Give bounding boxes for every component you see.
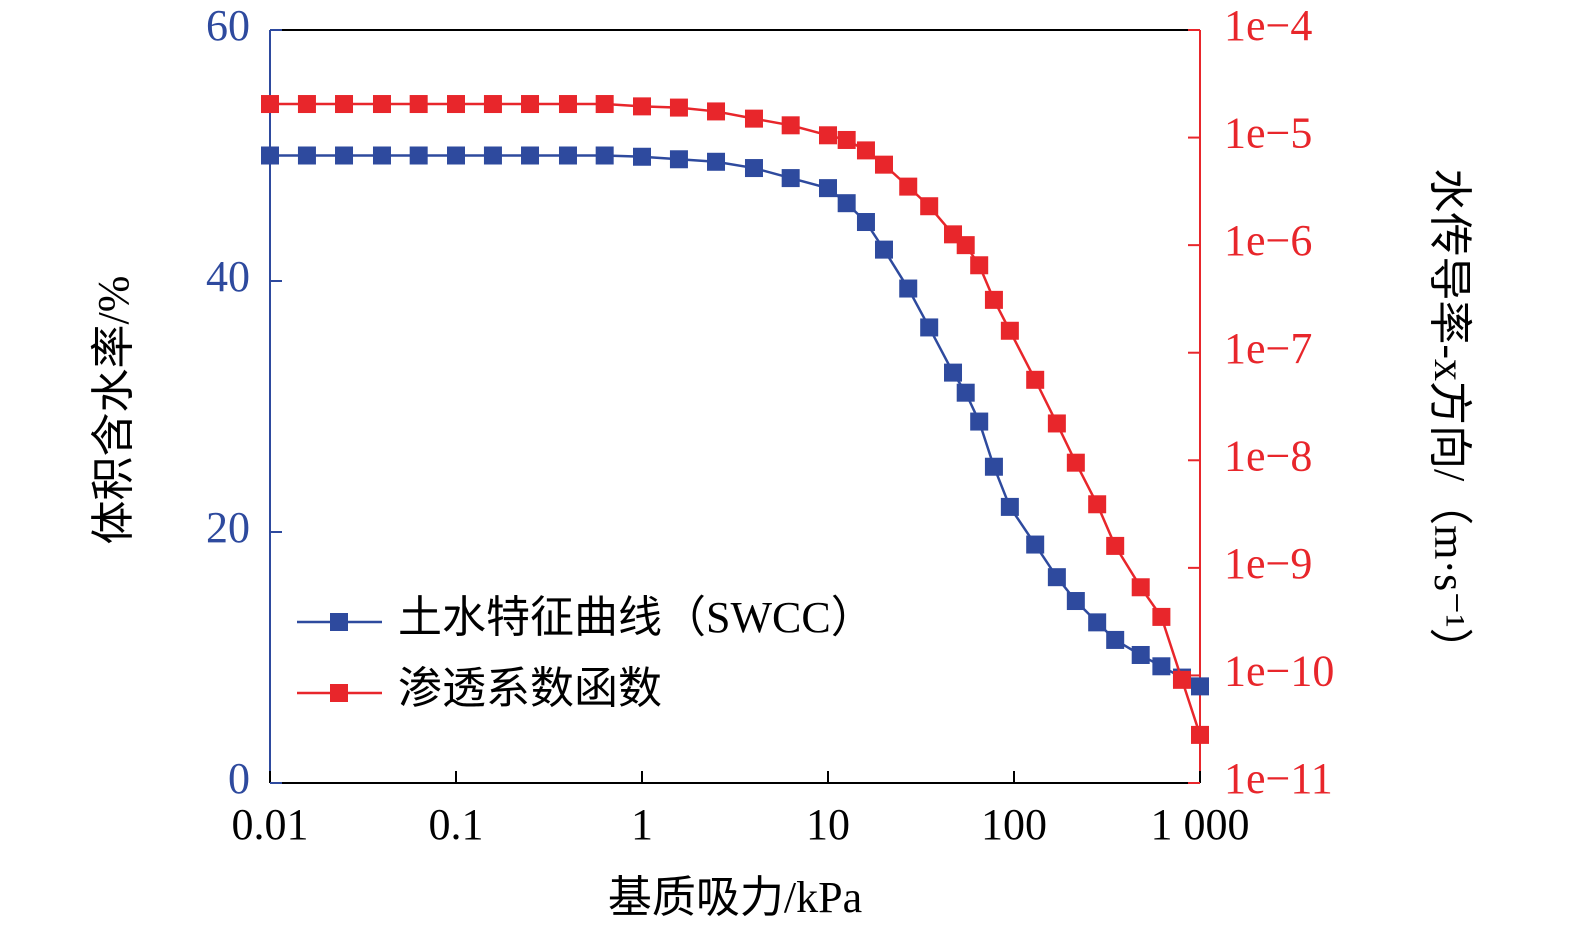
marker	[837, 194, 856, 213]
marker	[1026, 370, 1045, 389]
marker	[261, 146, 279, 165]
x-tick-label: 0.01	[232, 800, 309, 849]
marker	[1131, 645, 1150, 664]
marker	[944, 363, 963, 382]
marker	[1088, 495, 1107, 514]
marker	[1047, 414, 1066, 433]
marker	[1152, 657, 1171, 676]
marker	[899, 177, 918, 196]
marker	[1106, 630, 1125, 649]
marker	[521, 95, 540, 114]
y2-tick-label: 1e−9	[1224, 539, 1312, 588]
y2-axis-title: 水传导率-x方向/（m·s⁻¹）	[1425, 168, 1474, 671]
marker	[874, 155, 893, 174]
marker	[707, 152, 726, 171]
marker	[819, 126, 837, 145]
y2-tick-label: 1e−6	[1224, 216, 1312, 265]
marker	[1066, 453, 1085, 472]
y-tick-label: 20	[206, 503, 250, 552]
marker	[856, 141, 875, 160]
y-axis-title: 体积含水率/%	[89, 276, 138, 545]
marker	[669, 98, 688, 117]
marker	[483, 146, 502, 165]
marker	[447, 146, 465, 165]
marker	[744, 109, 763, 128]
legend-marker	[330, 684, 348, 702]
legend-label: 渗透系数函数	[398, 664, 662, 713]
x-tick-label: 1	[631, 800, 653, 849]
marker	[1026, 535, 1045, 554]
marker	[297, 95, 316, 114]
marker	[819, 179, 837, 198]
marker	[595, 95, 614, 114]
marker	[1131, 578, 1150, 597]
marker	[447, 95, 465, 114]
x-tick-label: 10	[806, 800, 850, 849]
x-tick-label: 100	[981, 800, 1047, 849]
marker	[261, 95, 279, 114]
y2-tick-label: 1e−11	[1224, 754, 1333, 803]
marker	[595, 146, 614, 165]
y2-tick-label: 1e−7	[1224, 324, 1312, 373]
marker	[669, 150, 688, 169]
marker	[1191, 725, 1209, 744]
marker	[984, 457, 1003, 476]
marker	[984, 290, 1003, 309]
marker	[1172, 670, 1191, 689]
marker	[633, 147, 651, 166]
x-tick-label: 1 000	[1151, 800, 1250, 849]
marker	[920, 197, 939, 216]
marker	[1106, 536, 1125, 555]
marker	[558, 95, 577, 114]
marker	[781, 116, 800, 135]
x-tick-label: 0.1	[429, 800, 484, 849]
y-tick-label: 60	[206, 1, 250, 50]
marker	[856, 213, 875, 232]
legend-label: 土水特征曲线（SWCC）	[398, 593, 875, 642]
y-tick-label: 40	[206, 252, 250, 301]
marker	[372, 95, 391, 114]
y-tick-label: 0	[228, 754, 250, 803]
y2-tick-label: 1e−5	[1224, 109, 1312, 158]
marker	[899, 279, 918, 298]
marker	[1088, 613, 1107, 632]
y2-tick-label: 1e−4	[1224, 1, 1312, 50]
marker	[707, 102, 726, 121]
marker	[956, 236, 975, 255]
marker	[1000, 321, 1019, 340]
marker	[1047, 568, 1066, 587]
x-axis-title: 基质吸力/kPa	[608, 873, 862, 922]
marker	[633, 97, 651, 116]
marker	[558, 146, 577, 165]
marker	[781, 169, 800, 188]
marker	[297, 146, 316, 165]
y2-tick-label: 1e−8	[1224, 431, 1312, 480]
marker	[956, 383, 975, 402]
marker	[970, 256, 989, 275]
marker	[409, 146, 428, 165]
marker	[837, 130, 856, 149]
marker	[744, 159, 763, 178]
marker	[1066, 592, 1085, 611]
marker	[1191, 677, 1209, 696]
y2-tick-label: 1e−10	[1224, 647, 1334, 696]
marker	[521, 146, 540, 165]
marker	[372, 146, 391, 165]
legend-marker	[330, 613, 348, 631]
marker	[483, 95, 502, 114]
marker	[335, 146, 354, 165]
marker	[335, 95, 354, 114]
marker	[409, 95, 428, 114]
marker	[1152, 607, 1171, 626]
marker	[874, 240, 893, 259]
marker	[970, 412, 989, 431]
marker	[920, 318, 939, 337]
marker	[1000, 497, 1019, 516]
